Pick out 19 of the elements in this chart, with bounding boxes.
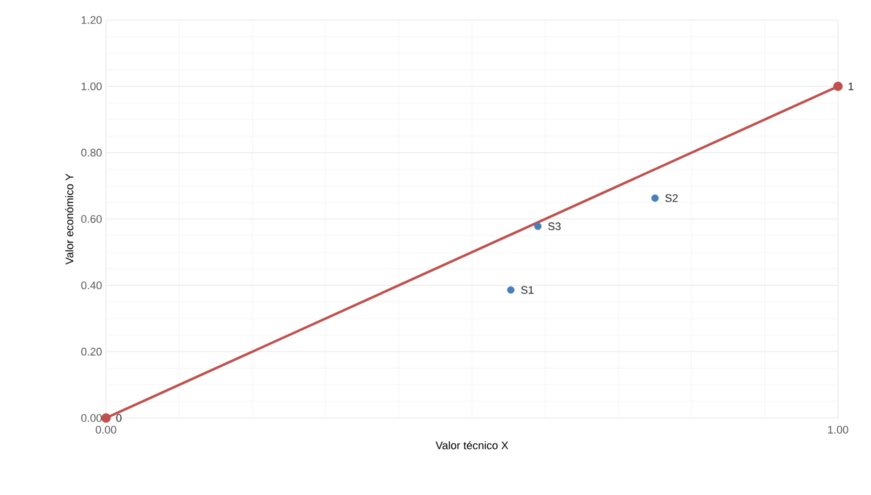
annotation: 1 <box>848 82 854 90</box>
annotation: 0 <box>116 414 122 422</box>
y-tick-label: 1.00 <box>82 82 102 90</box>
point <box>101 413 111 423</box>
y-tick-label: 0.60 <box>81 215 102 223</box>
annotation: S1 <box>521 286 534 294</box>
annotation: S3 <box>548 222 561 230</box>
y-tick-label: 0.00 <box>81 414 102 422</box>
x-axis-title: Valor técnico X <box>436 441 508 450</box>
annotation: S2 <box>665 194 678 202</box>
y-tick-label: 0.80 <box>81 148 102 157</box>
y-tick-label: 0.40 <box>81 281 102 290</box>
point <box>507 286 514 294</box>
point <box>534 222 542 230</box>
y-axis-title: Valor económico Y <box>65 174 74 265</box>
point <box>651 194 659 202</box>
point <box>833 82 843 92</box>
y-tick-label: 1.20 <box>82 16 102 24</box>
y-tick-label: 0.20 <box>81 348 102 356</box>
